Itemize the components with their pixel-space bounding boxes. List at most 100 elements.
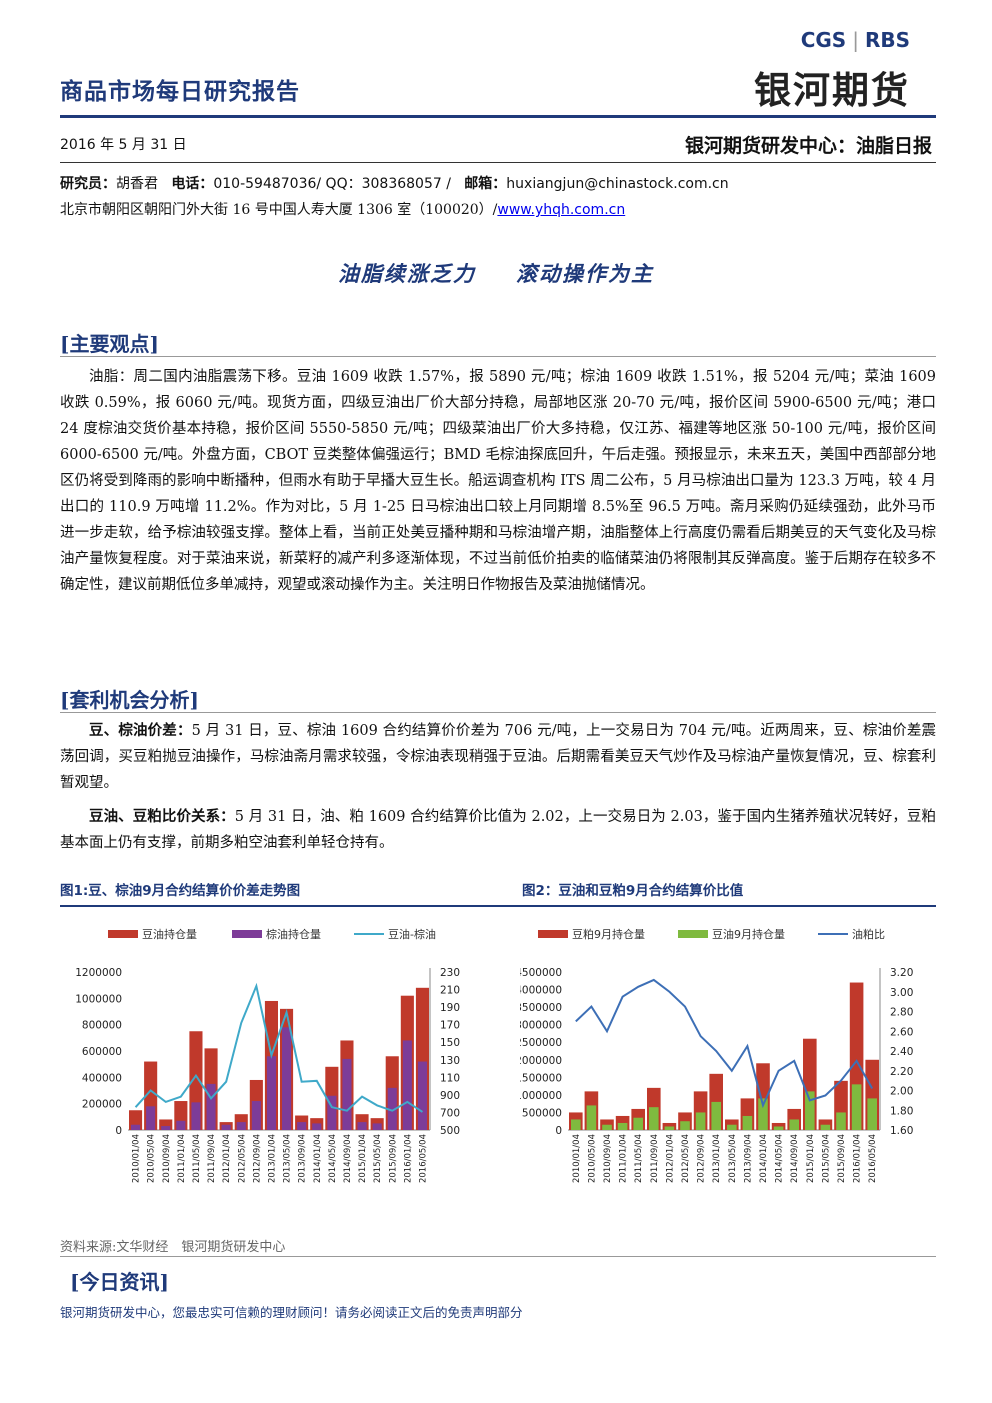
x-tick-label: 2014/01/04 xyxy=(759,1134,769,1183)
arbitrage-paragraph-2: 豆油、豆粕比价关系：5 月 31 日，油、粕 1609 合约结算价比值为 2.0… xyxy=(60,804,936,856)
x-tick-label: 2011/05/04 xyxy=(634,1134,644,1183)
x-tick-label: 2011/09/04 xyxy=(650,1134,660,1183)
x-tick-label: 2010/05/04 xyxy=(587,1134,597,1183)
x-tick-label: 2012/01/04 xyxy=(665,1134,675,1183)
bar-series2 xyxy=(633,1117,643,1130)
bar-series2 xyxy=(176,1120,186,1130)
x-tick-label: 2010/01/04 xyxy=(132,1134,142,1183)
bar-series2 xyxy=(312,1123,322,1130)
bar-series2 xyxy=(664,1126,675,1130)
x-tick-label: 2014/09/04 xyxy=(790,1134,800,1183)
section-heading-main: [主要观点] xyxy=(60,332,159,356)
legend-swatch xyxy=(108,930,138,938)
x-tick-label: 2013/05/04 xyxy=(728,1134,738,1183)
bar-series2 xyxy=(742,1115,753,1130)
bar-series2 xyxy=(417,1061,427,1130)
bar-series2 xyxy=(867,1098,877,1130)
x-tick-label: 2010/09/04 xyxy=(162,1134,172,1183)
x-tick-label: 2010/01/04 xyxy=(572,1134,582,1183)
title-part2: 滚动操作为主 xyxy=(516,261,654,286)
bar-series2 xyxy=(372,1123,382,1130)
bar-series2 xyxy=(297,1122,307,1130)
arb-p1-label: 豆、棕油价差： xyxy=(89,722,192,739)
researcher-label: 研究员： xyxy=(60,176,116,192)
x-tick-label: 2015/01/04 xyxy=(358,1134,368,1183)
x-tick-label: 2015/09/04 xyxy=(837,1134,847,1183)
y-left-tick-label: 1000000 xyxy=(75,993,122,1005)
y-left-tick-label: 200000 xyxy=(82,1099,122,1111)
bar-series2 xyxy=(266,1056,276,1130)
x-tick-label: 2014/05/04 xyxy=(775,1134,785,1183)
phone-value: 010-59487036/ QQ：308368057 / xyxy=(213,176,451,192)
address-line: 北京市朝阳区朝阳门外大街 16 号中国人寿大厦 1306 室（100020）/w… xyxy=(60,199,625,219)
y-right-tick-label: 700 xyxy=(440,1107,460,1119)
y-right-tick-label: 2.40 xyxy=(890,1046,913,1058)
y-left-tick-label: 0 xyxy=(555,1125,562,1137)
x-tick-label: 2012/05/04 xyxy=(237,1134,247,1183)
x-tick-label: 2012/01/04 xyxy=(222,1134,232,1183)
email-value[interactable]: huxiangjun@chinastock.com.cn xyxy=(506,176,729,192)
phone-label: 电话： xyxy=(171,176,214,192)
figure2-caption: 图2：豆油和豆粕9月合约结算价比值 xyxy=(522,883,744,899)
y-right-tick-label: 1900 xyxy=(440,1002,460,1014)
y-right-tick-label: 2.80 xyxy=(890,1007,913,1019)
title-part1: 油脂续涨乏力 xyxy=(338,261,476,286)
x-tick-label: 2013/09/04 xyxy=(298,1134,308,1183)
x-tick-label: 2010/05/04 xyxy=(147,1134,157,1183)
y-right-tick-label: 2.00 xyxy=(890,1086,913,1098)
bar-series2 xyxy=(820,1124,831,1130)
x-tick-label: 2013/01/04 xyxy=(712,1134,722,1183)
bar-series2 xyxy=(146,1106,156,1130)
bar-series2 xyxy=(221,1124,231,1130)
y-left-tick-label: 4500000 xyxy=(520,967,562,979)
line-series xyxy=(575,978,874,1109)
brand-logo: CGS | RBS xyxy=(801,28,910,52)
arb-p1-body: 5 月 31 日，豆、棕油 1609 合约结算价价差为 706 元/吨，上一交易… xyxy=(60,723,936,791)
brand-separator: | xyxy=(852,28,859,52)
y-right-tick-label: 1700 xyxy=(440,1020,460,1032)
figure-rule xyxy=(60,905,936,907)
y-left-tick-label: 1200000 xyxy=(75,967,122,979)
y-right-tick-label: 1500 xyxy=(440,1037,460,1049)
brand-cgs: CGS xyxy=(800,28,847,52)
y-right-tick-label: 500 xyxy=(440,1125,460,1137)
legend-label: 棕油持仓量 xyxy=(266,927,321,941)
x-tick-label: 2016/05/04 xyxy=(418,1134,428,1183)
website-link[interactable]: www.yhqh.com.cn xyxy=(497,202,626,218)
y-left-tick-label: 1500000 xyxy=(520,1072,562,1084)
y-right-tick-label: 2.60 xyxy=(890,1026,913,1038)
footer-disclaimer: 银河期货研发中心，您最忠实可信赖的理财顾问！请务必阅读正文后的免责声明部分 xyxy=(60,1305,523,1320)
researcher-name: 胡香君 xyxy=(116,176,158,192)
bar-series2 xyxy=(402,1040,412,1130)
section-heading-news: [今日资讯] xyxy=(70,1270,169,1294)
bar-series2 xyxy=(617,1122,628,1130)
y-right-tick-label: 3.20 xyxy=(890,967,913,979)
legend-label: 油粕比 xyxy=(852,927,885,941)
y-left-tick-label: 600000 xyxy=(82,1046,122,1058)
bar-series2 xyxy=(711,1101,721,1130)
source-note: 资料来源:文华财经 银河期货研发中心 xyxy=(60,1240,286,1255)
brand-cn: 银河期货 xyxy=(754,69,910,112)
y-left-tick-label: 3000000 xyxy=(520,1020,562,1032)
x-tick-label: 2014/01/04 xyxy=(313,1134,323,1183)
contact-line: 研究员：胡香君 电话：010-59487036/ QQ：308368057 / … xyxy=(60,173,729,193)
bar-series1 xyxy=(159,1119,173,1130)
bar-series2 xyxy=(357,1122,367,1130)
x-tick-label: 2015/01/04 xyxy=(806,1134,816,1183)
x-tick-label: 2013/09/04 xyxy=(743,1134,753,1183)
y-left-tick-label: 2500000 xyxy=(520,1037,562,1049)
bar-series2 xyxy=(131,1124,141,1130)
y-left-tick-label: 400000 xyxy=(82,1072,122,1084)
bar-series2 xyxy=(851,1084,862,1130)
arb-p2-label: 豆油、豆粕比价关系： xyxy=(89,808,235,825)
y-right-tick-label: 2100 xyxy=(440,985,460,997)
y-right-tick-label: 2.20 xyxy=(890,1066,913,1078)
email-label: 邮箱： xyxy=(464,176,507,192)
report-title: 商品市场每日研究报告 xyxy=(60,79,300,105)
x-tick-label: 2014/05/04 xyxy=(328,1134,338,1183)
arbitrage-paragraph-1: 豆、棕油价差：5 月 31 日，豆、棕油 1609 合约结算价价差为 706 元… xyxy=(60,718,936,796)
page-title: 油脂续涨乏力 滚动操作为主 xyxy=(0,258,992,288)
arb-p2-body: 5 月 31 日，油、粕 1609 合约结算价比值为 2.02，上一交易日为 2… xyxy=(60,809,936,851)
chart-oil-meal-ratio: 豆粕9月持仓量 豆油9月持仓量 油粕比 4500000 4000000 3500000 30… xyxy=(520,927,913,1183)
bar-series2 xyxy=(789,1119,799,1130)
